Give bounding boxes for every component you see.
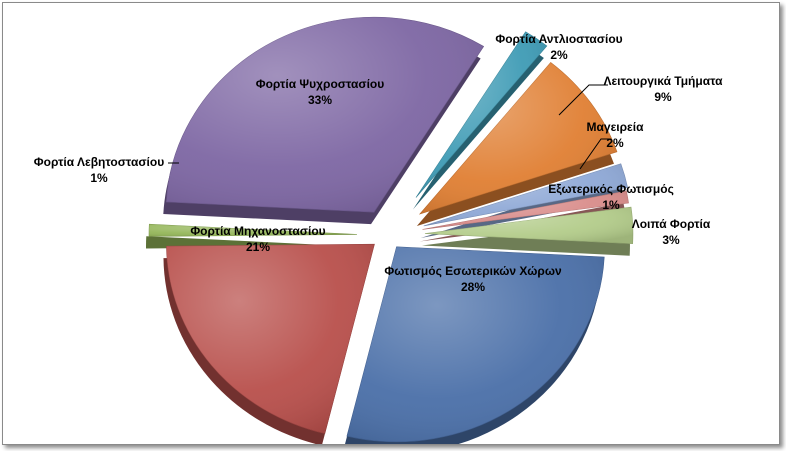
pie-slice-sheen-7 xyxy=(422,190,629,230)
slice-percent-2: 1% xyxy=(90,171,108,185)
slice-label-1: Φορτία Μηχανοστασίου xyxy=(190,224,325,238)
pie-slice-sheen-8 xyxy=(424,207,633,244)
slice-percent-8: 3% xyxy=(662,233,680,247)
slice-label-3: Φορτία Ψυχροστασίου xyxy=(256,77,385,91)
pie-chart: Φωτισμός Εσωτερικών Χώρων 28% Φορτία Μηχαν… xyxy=(34,16,723,444)
slice-label-2: Φορτία Λεβητοστασίου xyxy=(34,155,164,169)
slice-percent-3: 33% xyxy=(308,93,332,107)
leader-line-6 xyxy=(579,138,611,170)
slice-label-6: Μαγειρεία xyxy=(587,120,645,134)
slice-percent-6: 2% xyxy=(606,136,624,150)
pie-slice-sheen-1 xyxy=(166,244,375,434)
pie-slice-sheen-5 xyxy=(419,62,617,214)
slice-label-5: Λειτουργικά Τμήματα xyxy=(603,74,723,88)
slice-percent-7: 1% xyxy=(602,198,620,212)
slice-percent-1: 21% xyxy=(246,240,270,254)
pie-slice-sheen-2 xyxy=(149,224,358,237)
chart-frame: Φωτισμός Εσωτερικών Χώρων 28% Φορτία Μηχαν… xyxy=(2,2,780,445)
pie-slice-sheen-4 xyxy=(415,31,547,198)
pie-slice-sheen-3 xyxy=(166,17,484,213)
pie-slice-sheen-6 xyxy=(423,163,628,226)
slice-label-8: Λοιπά Φορτία xyxy=(632,217,711,231)
slice-percent-5: 9% xyxy=(654,90,672,104)
slice-percent-0: 28% xyxy=(461,280,485,294)
slice-label-0: Φωτισμός Εσωτερικών Χώρων xyxy=(384,264,562,278)
slice-label-4: Φορτία Αντλιοστασίου xyxy=(495,32,622,46)
slice-label-7: Εξωτερικός Φωτισμός xyxy=(548,182,674,196)
pie-slice-sheen-0 xyxy=(346,246,605,442)
leader-line-5 xyxy=(558,84,608,116)
slice-percent-4: 2% xyxy=(550,48,568,62)
